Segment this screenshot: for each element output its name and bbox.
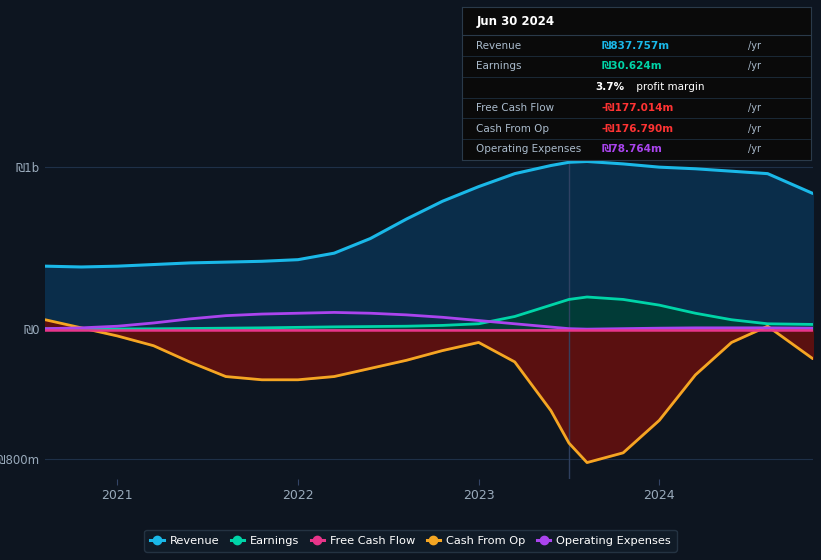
Text: -₪176.790m: -₪176.790m — [602, 124, 674, 134]
Text: Earnings: Earnings — [476, 62, 521, 72]
Text: ₪30.624m: ₪30.624m — [602, 62, 663, 72]
Legend: Revenue, Earnings, Free Cash Flow, Cash From Op, Operating Expenses: Revenue, Earnings, Free Cash Flow, Cash … — [144, 530, 677, 552]
Text: Jun 30 2024: Jun 30 2024 — [476, 15, 554, 28]
Text: /yr: /yr — [749, 41, 761, 51]
Text: /yr: /yr — [749, 62, 761, 72]
Text: ₪837.757m: ₪837.757m — [602, 41, 670, 51]
Text: 3.7%: 3.7% — [594, 82, 624, 92]
Text: /yr: /yr — [749, 103, 761, 113]
Text: ₪78.764m: ₪78.764m — [602, 144, 663, 154]
Text: /yr: /yr — [749, 144, 761, 154]
Text: /yr: /yr — [749, 124, 761, 134]
Text: Operating Expenses: Operating Expenses — [476, 144, 581, 154]
Text: profit margin: profit margin — [633, 82, 704, 92]
Text: Free Cash Flow: Free Cash Flow — [476, 103, 554, 113]
Text: Cash From Op: Cash From Op — [476, 124, 549, 134]
Text: Revenue: Revenue — [476, 41, 521, 51]
Text: -₪177.014m: -₪177.014m — [602, 103, 674, 113]
